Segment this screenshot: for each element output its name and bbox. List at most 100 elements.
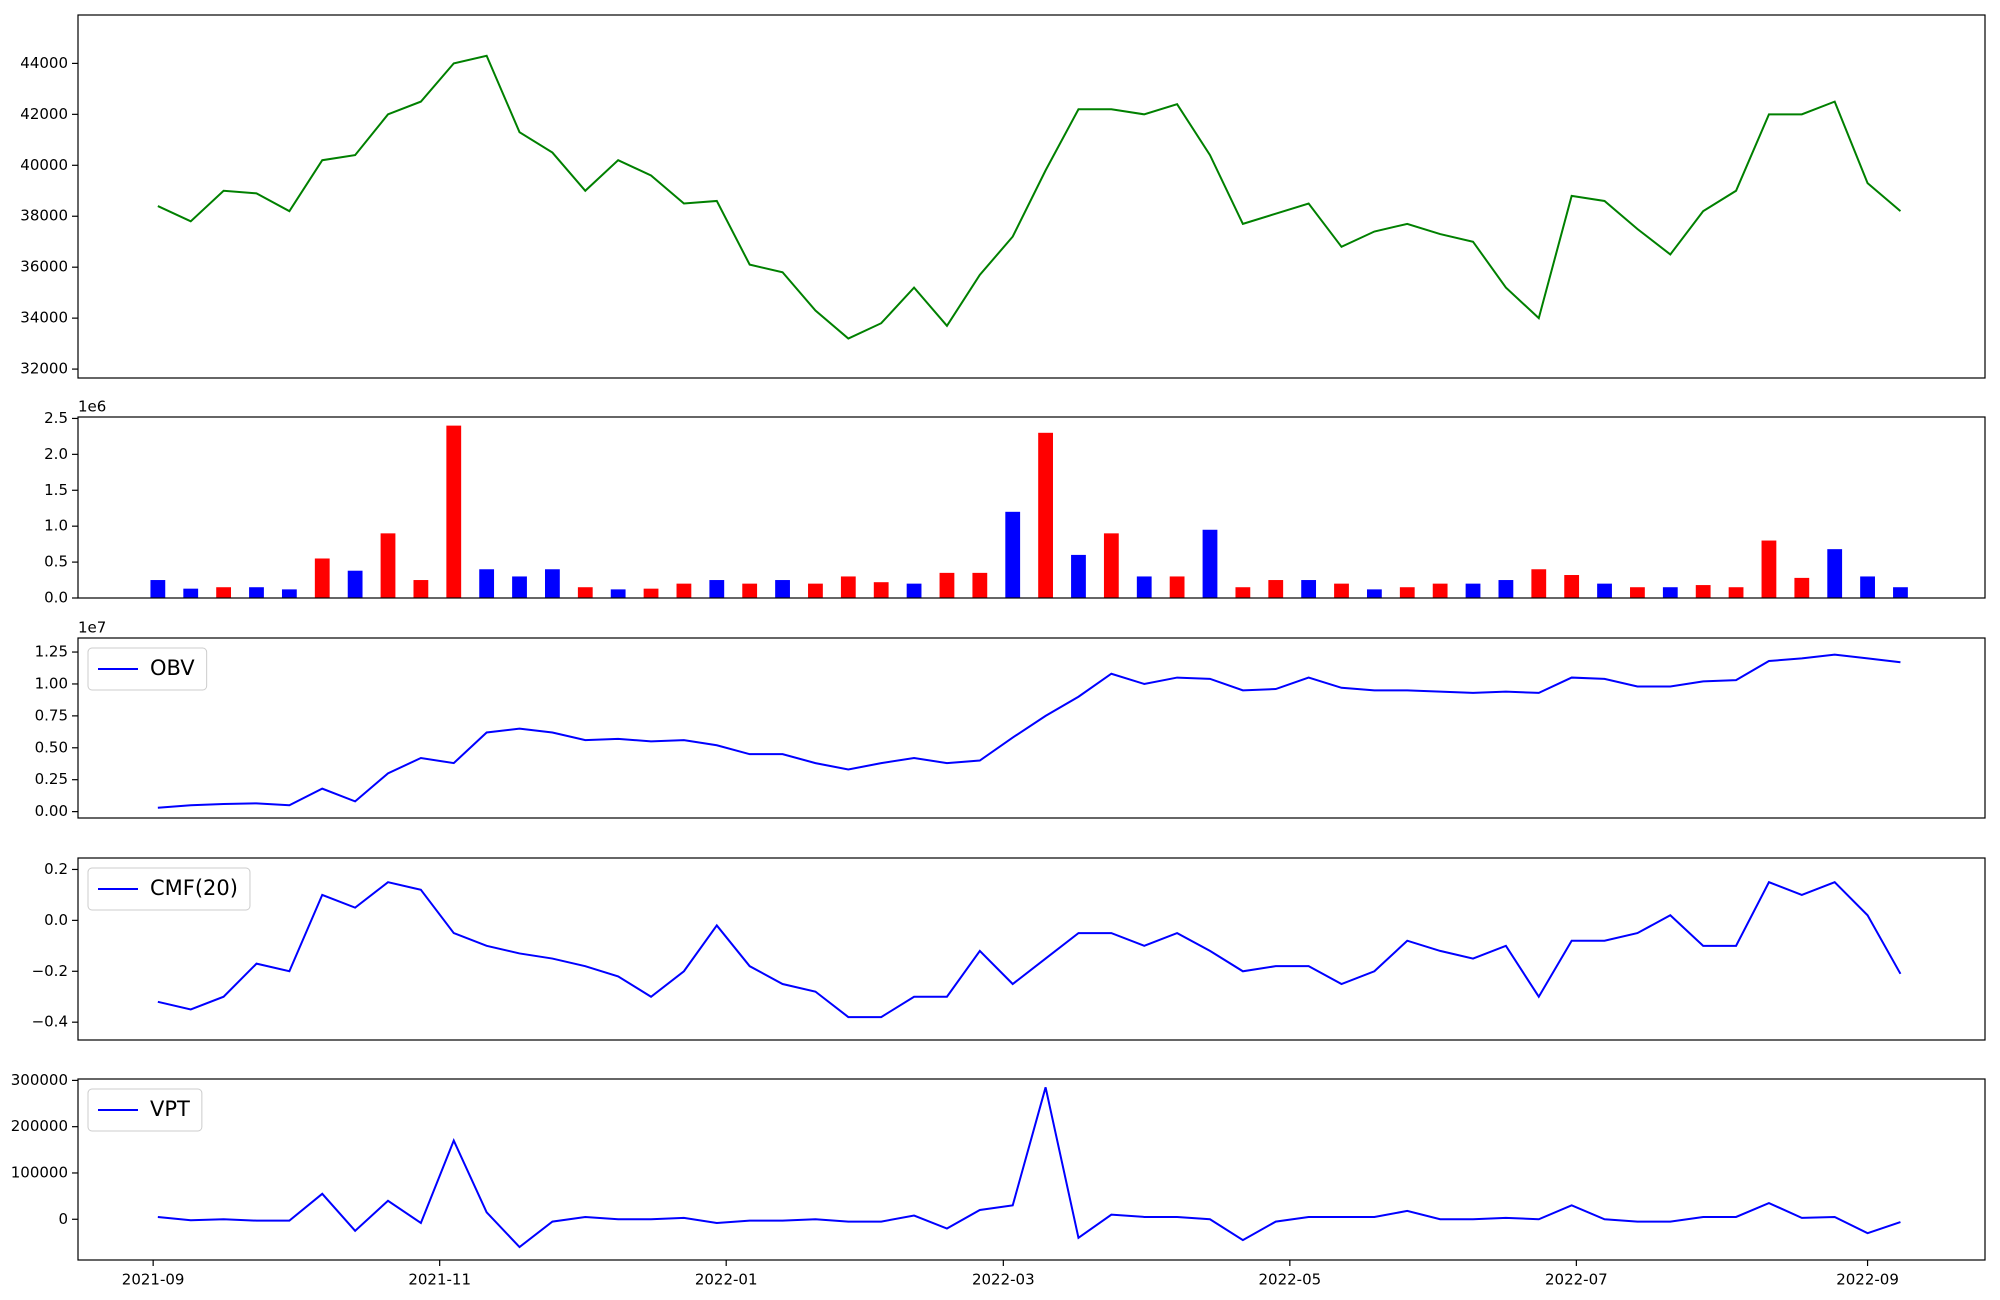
bar <box>676 583 692 598</box>
y-tick-label: 0 <box>58 1210 68 1228</box>
y-tick-label: 1.00 <box>35 674 68 692</box>
bar <box>906 583 922 598</box>
bar <box>1893 587 1908 598</box>
bar <box>1038 432 1053 598</box>
axes-frame <box>77 637 1986 819</box>
x-tick-label: 2021-11 <box>408 1271 471 1289</box>
x-tick-label: 2021-09 <box>122 1271 185 1289</box>
bar <box>1301 580 1317 598</box>
y-tick-label: 200000 <box>11 1117 68 1135</box>
bar <box>314 558 330 598</box>
bar <box>150 580 166 598</box>
y-tick-label: 0.0 <box>44 589 68 607</box>
y-tick-label: 0.5 <box>44 553 68 571</box>
bar <box>1498 580 1514 598</box>
y-tick-label: 42000 <box>20 105 68 123</box>
axes-frame <box>77 857 1986 1041</box>
bar <box>1728 587 1744 598</box>
axes-frame <box>77 1078 1986 1261</box>
y-tick-label: 0.75 <box>35 706 68 724</box>
y-tick-label: 44000 <box>20 54 68 72</box>
legend-box <box>87 1088 203 1132</box>
y-tick-label: 38000 <box>20 207 68 225</box>
bar <box>1531 569 1547 598</box>
offset-text: 1e6 <box>78 398 106 416</box>
y-tick-label: 1.0 <box>44 517 68 535</box>
line <box>157 54 1902 340</box>
bar <box>413 580 429 598</box>
bar <box>1103 533 1119 598</box>
y-tick-label: 0.50 <box>35 738 68 756</box>
bar <box>939 572 955 598</box>
legend-label: CMF(20) <box>150 876 238 900</box>
bar <box>873 582 889 598</box>
bar <box>1695 585 1711 598</box>
bar <box>512 576 527 598</box>
bar <box>709 580 725 598</box>
y-tick-label: 1.5 <box>44 481 68 499</box>
x-tick-label: 2022-01 <box>695 1271 758 1289</box>
legend-box <box>87 867 251 911</box>
bar <box>1005 511 1021 598</box>
bar <box>1662 587 1678 598</box>
bar <box>1366 589 1382 598</box>
bar <box>1136 576 1152 598</box>
x-tick-label: 2022-07 <box>1545 1271 1608 1289</box>
bar <box>347 570 363 598</box>
bar <box>249 587 264 598</box>
line <box>157 1087 1901 1249</box>
bar <box>1794 577 1810 598</box>
bar <box>1465 583 1481 598</box>
line <box>157 653 1901 809</box>
bar <box>808 583 823 598</box>
y-tick-label: 36000 <box>20 258 68 276</box>
bar <box>1860 576 1875 598</box>
bar <box>1235 587 1251 598</box>
legend-label: OBV <box>150 656 195 680</box>
legend-box <box>87 647 208 691</box>
bar <box>610 589 626 598</box>
axes-frame <box>77 14 1986 379</box>
bar <box>183 588 199 598</box>
bar <box>1630 587 1645 598</box>
line <box>157 880 1902 1019</box>
y-tick-label: 100000 <box>11 1163 68 1181</box>
bar <box>840 576 856 598</box>
y-tick-label: 0.0 <box>44 911 68 929</box>
bar <box>775 580 790 598</box>
bar <box>380 533 396 598</box>
x-tick-label: 2022-03 <box>972 1271 1035 1289</box>
offset-text: 1e7 <box>78 619 106 637</box>
y-tick-label: 1.25 <box>35 643 68 661</box>
bar <box>577 587 593 598</box>
y-tick-label: 40000 <box>20 156 68 174</box>
bar <box>972 572 988 598</box>
bar <box>1827 549 1843 598</box>
y-tick-label: 300000 <box>11 1071 68 1089</box>
bar <box>1597 583 1612 598</box>
y-tick-label: −0.4 <box>32 1013 68 1031</box>
bar <box>1432 583 1448 598</box>
y-tick-label: 0.2 <box>44 860 68 878</box>
x-tick-label: 2022-05 <box>1258 1271 1321 1289</box>
bar <box>479 569 495 598</box>
bar <box>1202 529 1218 598</box>
bar <box>1564 575 1580 598</box>
y-tick-label: 34000 <box>20 309 68 327</box>
bar <box>1399 587 1415 598</box>
bar <box>1268 580 1284 598</box>
bar <box>545 569 560 598</box>
bar <box>1071 554 1086 598</box>
y-tick-label: −0.2 <box>32 962 68 980</box>
bar <box>281 589 297 598</box>
y-tick-label: 0.00 <box>35 802 68 820</box>
bar <box>446 425 462 598</box>
bar <box>643 588 659 598</box>
bar <box>1334 583 1349 598</box>
axes-frame <box>77 416 1986 599</box>
bar <box>1169 576 1185 598</box>
y-tick-label: 0.25 <box>35 770 68 788</box>
y-tick-label: 32000 <box>20 360 68 378</box>
bar <box>1761 540 1777 598</box>
